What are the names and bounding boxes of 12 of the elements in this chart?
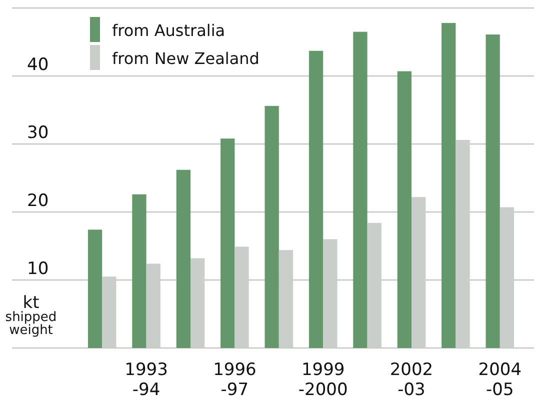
x-tick-label: 1999 -2000 xyxy=(298,360,348,400)
legend-label: from New Zealand xyxy=(112,49,260,68)
legend-label: from Australia xyxy=(112,21,226,40)
y-tick-label: 20 xyxy=(27,191,49,211)
x-tick-label: 2002 -03 xyxy=(390,360,434,400)
x-tick-label: 1993 -94 xyxy=(124,360,168,400)
y-tick-label: 30 xyxy=(27,123,49,143)
y-axis-title: kt shipped weight xyxy=(5,293,57,338)
y-tick-label: 10 xyxy=(27,259,49,279)
x-tick-label: 2004 -05 xyxy=(478,360,522,400)
x-tick-label: 1996 -97 xyxy=(213,360,256,400)
y-tick-label: 40 xyxy=(27,55,49,75)
